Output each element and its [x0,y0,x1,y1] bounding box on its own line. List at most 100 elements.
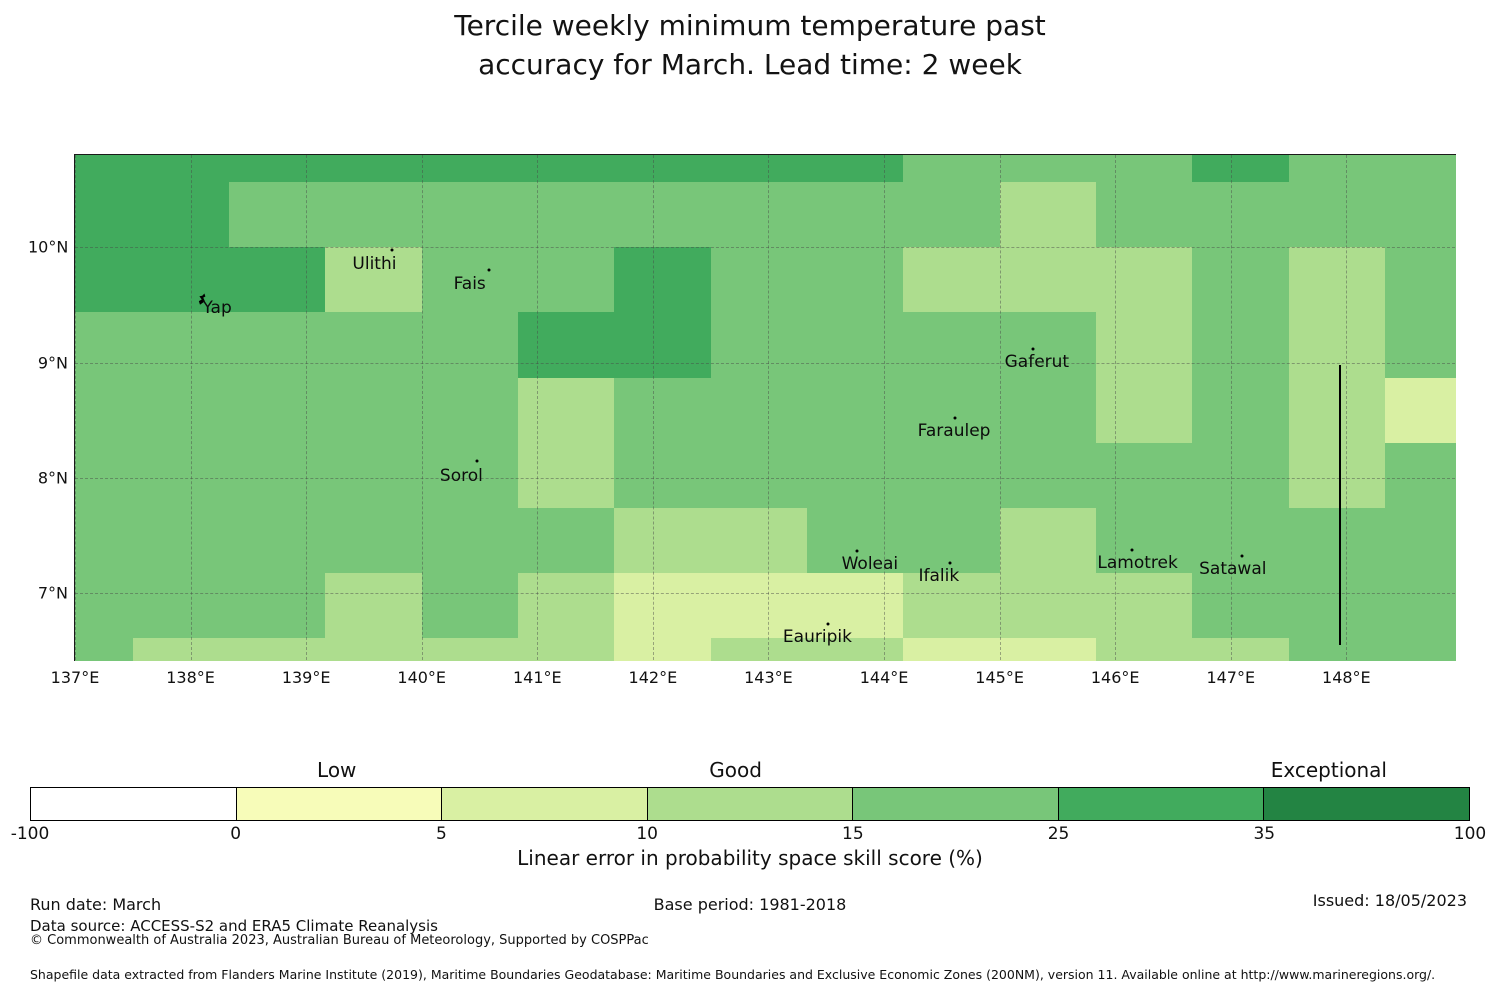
faraulep-island-marker [953,416,957,420]
footer-issued-date: Issued: 18/05/2023 [1312,891,1467,910]
footer-run-date: Run date: March [30,895,162,914]
map-cell [325,442,423,509]
colorbar-category-label: Low [317,758,357,782]
map-cell [999,638,1097,661]
island-label: Satawal [1199,559,1267,580]
map-cell [1192,638,1290,661]
map-cell [1192,442,1290,509]
map-cell [1192,247,1290,313]
map-cell [710,247,808,313]
map-cell [614,312,712,379]
island-label: Yap [202,298,232,318]
map-cell [806,572,905,639]
x-tick-label: 140°E [397,668,447,687]
map-cell [1095,638,1194,661]
lon-gridline [1115,155,1117,660]
map-cell [1384,182,1456,248]
map-cell [903,312,1001,379]
x-tick-label: 143°E [744,668,793,687]
colorbar-tick-label: 100 [1453,824,1487,844]
map-cell [132,507,230,574]
colorbar-tick-label: 15 [842,824,864,844]
map-cell [806,247,905,313]
map-cell [999,377,1097,444]
map-cell [421,312,519,379]
map-cell [325,638,423,661]
map-cell [132,638,230,661]
map-cell [325,155,423,183]
map-cell [999,182,1097,248]
map-cell [1095,312,1194,379]
map-cell [999,572,1097,639]
map-cell [132,377,230,444]
ifalik-island-marker [948,561,952,565]
ulithi-island-marker [390,248,394,252]
woleai-island-marker [855,549,859,553]
map-cell [132,182,230,248]
lon-gridline [1346,155,1348,660]
map-cell [421,182,519,248]
map-cell [1384,247,1456,313]
map-cell [806,155,905,183]
map-cell [1288,572,1386,639]
colorbar-segment [236,788,443,820]
map-cell [710,312,808,379]
colorbar-tick-label: 10 [636,824,658,844]
map-cell [325,377,423,444]
chart-title-line2: accuracy for March. Lead time: 2 week [478,48,1022,81]
map-cell [806,507,905,574]
map-cell [1095,247,1194,313]
map-cell [614,572,712,639]
map-cell [999,442,1097,509]
chart-title-line1: Tercile weekly minimum temperature past [454,9,1046,42]
lon-gridline [537,155,539,660]
x-tick-label: 141°E [512,668,562,687]
colorbar-tick-label: -100 [10,824,50,844]
island-label: Faraulep [917,421,991,442]
map-cell [710,182,808,248]
map-cell [325,572,423,639]
map-cell [229,638,327,661]
colorbar [30,787,1470,821]
x-tick-label: 147°E [1206,668,1256,687]
map-cell [1288,507,1386,574]
x-tick-label: 137°E [50,668,100,687]
map-cell [421,572,519,639]
map-cell [132,155,230,183]
map-cell [75,155,134,183]
map-cell [229,442,327,509]
lon-gridline [75,155,76,660]
map-cell [1288,182,1386,248]
map-cell [421,507,519,574]
gaferut-island-marker [1031,347,1035,351]
lat-gridline [75,362,1455,364]
map-cell [1288,638,1386,661]
lon-gridline [1230,155,1232,660]
footer-copyright: © Commonwealth of Australia 2023, Austra… [30,933,649,948]
map-cell [1384,572,1456,639]
map-cell [806,312,905,379]
map-cell [75,247,134,313]
map-cell [229,182,327,248]
map-cell [75,572,134,639]
map-cell [229,312,327,379]
lon-gridline [768,155,770,660]
island-label: Ulithi [352,254,397,275]
map-cell [806,377,905,444]
x-tick-label: 144°E [859,668,909,687]
map-cell [710,377,808,444]
map-cell [999,507,1097,574]
map-cell [903,442,1001,509]
map-cell [75,442,134,509]
map-cell [903,247,1001,313]
lat-gridline [75,593,1455,595]
footer-data-source: Data source: ACCESS-S2 and ERA5 Climate … [30,917,438,935]
map-cell [518,638,616,661]
map-cell [75,312,134,379]
map-cell [132,572,230,639]
map-cell [1384,638,1456,661]
colorbar-tick-label: 35 [1253,824,1276,844]
map-cell [1192,312,1290,379]
map-cell [132,247,230,313]
